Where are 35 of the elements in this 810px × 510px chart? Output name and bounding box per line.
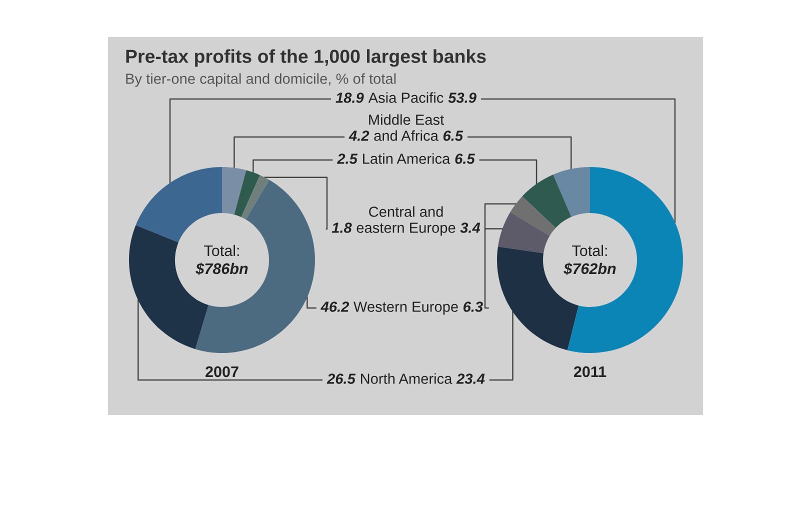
data-label: 23.4 <box>456 374 485 384</box>
data-label: 2.5 <box>336 154 358 164</box>
text: Total: <box>572 244 607 256</box>
data-label: 4.2 <box>348 130 370 141</box>
data-label: 53.9 <box>448 92 476 103</box>
text: $762bn <box>564 262 616 276</box>
data-label: 6.5 <box>443 130 464 141</box>
data-label: 1.8 <box>332 222 352 233</box>
text: 2007 <box>206 366 238 378</box>
donut-slice <box>234 170 260 218</box>
donut-slice <box>498 212 550 254</box>
slice-label: Western Europe <box>354 302 458 315</box>
chart-subtitle: By tier-one capital and domicile, % of total <box>126 73 396 87</box>
slice-label: Asia Pacific <box>368 92 444 103</box>
data-label: 26.5 <box>326 374 356 384</box>
donut-slice <box>553 167 590 217</box>
data-label: 6.5 <box>455 154 476 164</box>
donut-slice <box>195 180 315 353</box>
data-label: 3.4 <box>460 222 480 233</box>
slice-label: Middle East and Africa <box>369 114 444 141</box>
text: 2011 <box>574 366 606 378</box>
data-label: 46.2 <box>320 302 350 312</box>
slice-label: North America <box>361 373 452 384</box>
slice-label: Central and eastern Europe <box>356 206 456 236</box>
text: $786bn <box>196 262 248 276</box>
slice-label: Latin America <box>363 153 450 164</box>
chart-title: Pre-tax profits of the 1,000 largest banks <box>126 49 486 67</box>
data-label: 6.3 <box>463 302 483 312</box>
data-label: 18.9 <box>336 92 364 103</box>
donut-slice <box>222 167 246 215</box>
text: Total: <box>204 244 239 256</box>
donut-slice <box>241 175 270 220</box>
donut-slice <box>136 167 222 242</box>
donut-slice <box>522 174 572 228</box>
donut-slice <box>510 196 556 236</box>
